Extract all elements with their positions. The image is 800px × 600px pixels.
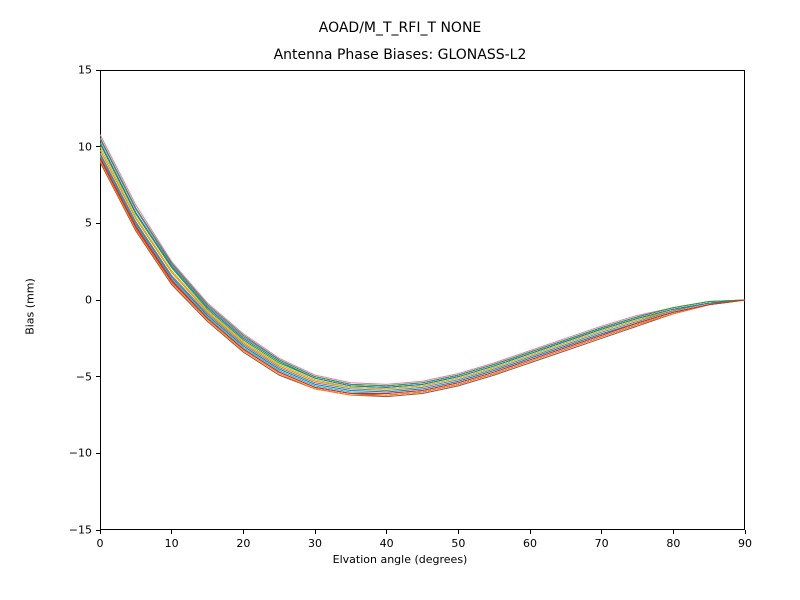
chart-title: Antenna Phase Biases: GLONASS-L2 [274, 47, 527, 63]
series-line [100, 147, 745, 389]
series-line [100, 154, 745, 392]
xtick-mark [745, 530, 746, 534]
xtick-mark [243, 530, 244, 534]
xtick-label: 90 [738, 537, 752, 550]
ytick-mark [96, 223, 100, 224]
ytick-label: −10 [69, 447, 92, 460]
series-line [100, 142, 745, 387]
ytick-label: 5 [85, 217, 92, 230]
ytick-mark [96, 376, 100, 377]
series-line [100, 139, 745, 386]
line-series-svg [100, 70, 745, 530]
xtick-mark [171, 530, 172, 534]
xtick-label: 60 [523, 537, 537, 550]
series-line [100, 144, 745, 388]
ytick-mark [96, 70, 100, 71]
xtick-label: 0 [97, 537, 104, 550]
series-line [100, 157, 745, 393]
series-line [100, 134, 745, 384]
ytick-mark [96, 146, 100, 147]
ytick-mark [96, 300, 100, 301]
series-line [100, 150, 745, 389]
ytick-label: −5 [76, 370, 92, 383]
xtick-mark [530, 530, 531, 534]
xtick-mark [673, 530, 674, 534]
series-line [100, 153, 745, 391]
xtick-label: 50 [451, 537, 465, 550]
xtick-mark [386, 530, 387, 534]
xtick-label: 10 [165, 537, 179, 550]
ytick-label: 10 [78, 140, 92, 153]
xtick-label: 80 [666, 537, 680, 550]
chart-suptitle: AOAD/M_T_RFI_T NONE [319, 20, 482, 36]
ytick-mark [96, 453, 100, 454]
ytick-label: −15 [69, 524, 92, 537]
xtick-mark [315, 530, 316, 534]
xtick-label: 40 [380, 537, 394, 550]
ytick-label: 0 [85, 294, 92, 307]
ytick-mark [96, 530, 100, 531]
xtick-label: 20 [236, 537, 250, 550]
series-line [100, 159, 745, 395]
y-axis-label: Bias (mm) [24, 278, 37, 335]
series-line [100, 156, 745, 394]
series-line [100, 162, 745, 397]
xtick-label: 70 [595, 537, 609, 550]
x-axis-label: Elvation angle (degrees) [333, 553, 468, 566]
ytick-label: 15 [78, 64, 92, 77]
series-line [100, 160, 745, 395]
xtick-mark [100, 530, 101, 534]
xtick-label: 30 [308, 537, 322, 550]
xtick-mark [458, 530, 459, 534]
xtick-mark [601, 530, 602, 534]
series-line [100, 137, 745, 385]
